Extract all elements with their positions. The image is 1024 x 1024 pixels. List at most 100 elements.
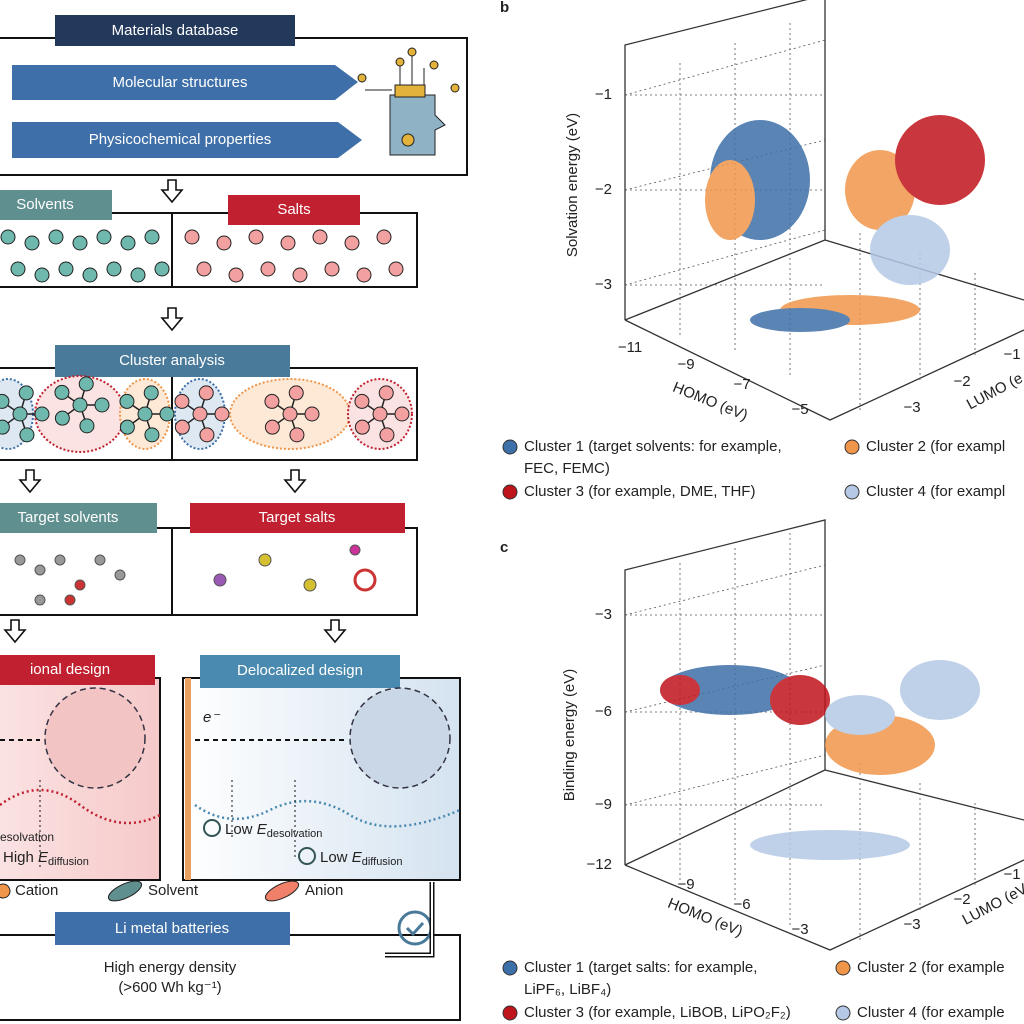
legend-marker bbox=[844, 484, 860, 500]
axes-frame bbox=[624, 519, 1024, 951]
salt-particle bbox=[356, 267, 372, 283]
cluster-clouds bbox=[660, 660, 980, 860]
salt-particle bbox=[324, 261, 340, 277]
solvent-particle bbox=[120, 235, 136, 251]
robot-icon bbox=[357, 47, 460, 156]
legend-marker bbox=[844, 439, 860, 455]
database-title: Materials database bbox=[112, 22, 239, 39]
solvent-particle bbox=[106, 261, 122, 277]
targets-box bbox=[0, 527, 418, 616]
cluster-node bbox=[12, 406, 28, 422]
z-tick-label: −1 bbox=[595, 86, 612, 103]
molecules bbox=[14, 544, 377, 606]
cluster-node bbox=[54, 410, 70, 426]
check-mark bbox=[405, 921, 425, 937]
cluster-node bbox=[54, 384, 70, 400]
y-tick-label: −2 bbox=[953, 891, 970, 908]
legend-label: Cluster 1 (target salts: for example, bbox=[524, 959, 757, 976]
cluster-clouds bbox=[705, 115, 985, 332]
cluster-node bbox=[264, 393, 280, 409]
salt-particle bbox=[376, 229, 392, 245]
solvents-tab bbox=[0, 190, 112, 220]
z-tick-label: −3 bbox=[595, 276, 612, 293]
cluster-node bbox=[378, 385, 394, 401]
solvent-particle bbox=[0, 229, 16, 245]
solvation-shell bbox=[349, 687, 451, 789]
legend-label: Cluster 4 (for exampl bbox=[866, 483, 1005, 500]
salt-particle bbox=[196, 261, 212, 277]
down-arrow bbox=[18, 469, 42, 494]
salt-particle bbox=[248, 229, 264, 245]
y-axis-label: LUMO (e bbox=[964, 370, 1024, 414]
banner bbox=[12, 65, 358, 100]
cluster-node bbox=[372, 406, 388, 422]
symbol: E bbox=[352, 849, 363, 866]
solvents-title: Solvents bbox=[16, 196, 74, 213]
result: High energy density bbox=[104, 959, 237, 976]
cluster-node bbox=[192, 406, 208, 422]
return-arrow bbox=[385, 882, 433, 956]
down-arrow bbox=[283, 469, 307, 494]
axes-frame bbox=[624, 0, 1024, 421]
y-tick-label: −2 bbox=[953, 373, 970, 390]
cluster-node bbox=[174, 393, 190, 409]
panel-c: c −3 −6 −9 −12 −9 −6 −3 −3 −2 −1 Binding energy (e… bbox=[500, 519, 1024, 1021]
legend-marker bbox=[502, 1005, 518, 1021]
x-tick-label: −9 bbox=[677, 356, 694, 373]
word: High bbox=[3, 849, 34, 866]
salt-particle bbox=[312, 229, 328, 245]
solvent-particle bbox=[154, 261, 170, 277]
diffusion-label: High Ediffusion bbox=[3, 849, 89, 868]
battery-box bbox=[0, 934, 461, 1021]
z-tick-label: −3 bbox=[595, 606, 612, 623]
cluster-node bbox=[199, 427, 215, 443]
x-tick-label: −11 bbox=[618, 339, 642, 356]
legend-marker bbox=[835, 1005, 851, 1021]
z-tick-label: −9 bbox=[595, 796, 612, 813]
legend-marker bbox=[502, 960, 518, 976]
subscript: diffusion bbox=[48, 856, 89, 868]
z-axis-label: Solvation energy (eV) bbox=[564, 113, 581, 257]
legend-marker bbox=[502, 439, 518, 455]
check-icon bbox=[298, 847, 316, 865]
cluster-node bbox=[119, 393, 135, 409]
anion-icon bbox=[264, 880, 300, 902]
legend-label: Cation bbox=[15, 882, 58, 899]
legend-marker bbox=[835, 960, 851, 976]
salt-particle bbox=[228, 267, 244, 283]
electron-label: e⁻ bbox=[203, 709, 220, 726]
solvent-particle bbox=[48, 229, 64, 245]
z-tick-label: −2 bbox=[595, 181, 612, 198]
solvent-particle bbox=[144, 229, 160, 245]
z-tick-label: −12 bbox=[587, 856, 612, 873]
x-tick-label: −3 bbox=[791, 921, 808, 938]
salt-particle bbox=[292, 267, 308, 283]
legend-label: LiPF₆, LiBF₄) bbox=[524, 981, 611, 998]
legend-label: Cluster 1 (target solvents: for example, bbox=[524, 438, 782, 455]
energy-curve bbox=[194, 799, 461, 828]
cluster-node bbox=[137, 406, 153, 422]
cluster-node bbox=[288, 385, 304, 401]
legend-label: Cluster 3 (for example, LiBOB, LiPO₂F₂) bbox=[524, 1004, 791, 1021]
salt-particle bbox=[216, 235, 232, 251]
cluster-node bbox=[214, 406, 230, 422]
cluster-node bbox=[34, 406, 50, 422]
x-tick-label: −5 bbox=[791, 401, 808, 418]
cluster-node bbox=[79, 418, 95, 434]
x-tick-label: −6 bbox=[733, 896, 750, 913]
panel-label: c bbox=[500, 539, 508, 556]
z-tick-label: −6 bbox=[595, 703, 612, 720]
cluster-node bbox=[174, 419, 190, 435]
legend-label: FEC, FEMC) bbox=[524, 460, 610, 477]
cluster-node bbox=[282, 406, 298, 422]
symbol: E bbox=[38, 849, 49, 866]
solvent-particle bbox=[24, 235, 40, 251]
down-arrow bbox=[160, 307, 184, 332]
salts-title: Salts bbox=[277, 201, 310, 218]
target-salts-title: Target salts bbox=[259, 509, 336, 526]
y-tick-label: −3 bbox=[903, 916, 920, 933]
solvent-particle bbox=[130, 267, 146, 283]
cation-icon bbox=[0, 883, 11, 899]
banner-text: Molecular structures bbox=[112, 74, 247, 91]
legend-label: Anion bbox=[305, 882, 343, 899]
